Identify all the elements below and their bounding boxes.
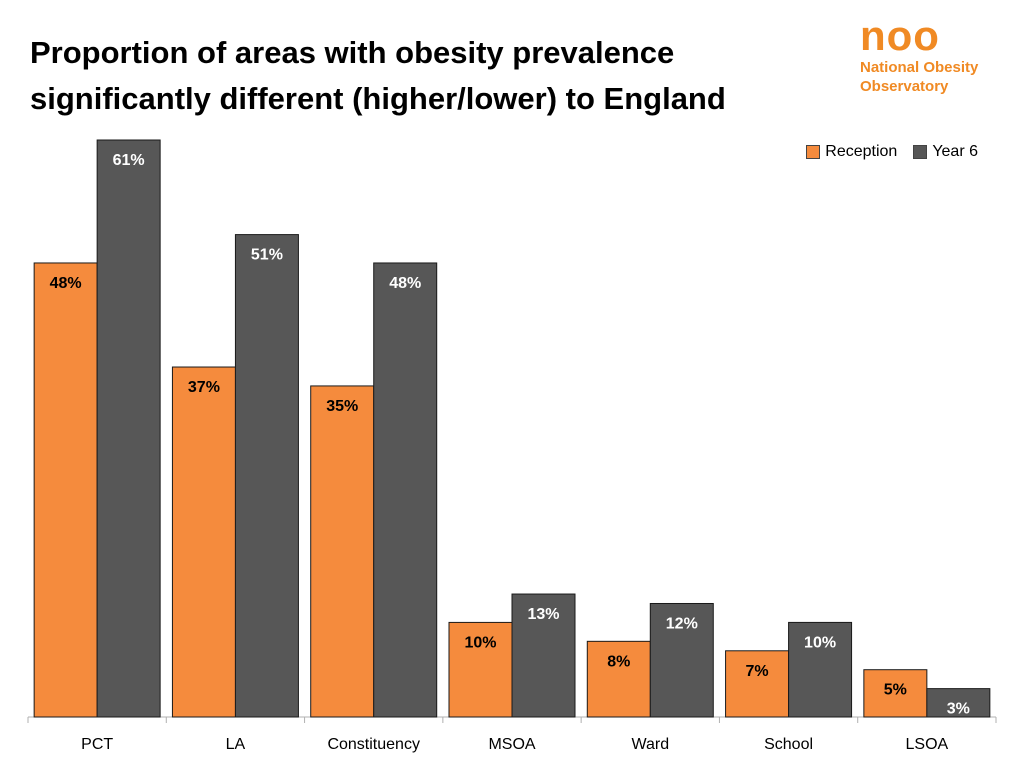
data-label-reception-lsoa: 5% [884, 682, 907, 699]
data-label-reception-pct: 48% [50, 275, 82, 292]
legend-swatch-reception [806, 145, 821, 159]
logo-line-2: Observatory [860, 78, 949, 95]
bar-reception-constituency [310, 385, 375, 718]
x-tick-label-lsoa: LSOA [906, 736, 949, 753]
legend-label-reception: Reception [825, 143, 898, 160]
bar-year6-school [788, 621, 853, 718]
data-label-year6-lsoa: 3% [947, 701, 970, 718]
legend-label-year6: Year 6 [932, 143, 978, 160]
legend-item-year6: Year 6 [913, 143, 978, 161]
data-label-reception-ward: 8% [607, 653, 630, 670]
bar-reception-lsoa [863, 669, 928, 718]
data-label-reception-school: 7% [746, 663, 769, 680]
x-tick-label-la: LA [226, 736, 246, 753]
data-label-reception-la: 37% [188, 379, 220, 396]
bar-reception-msoa [448, 621, 513, 718]
data-label-reception-constituency: 35% [326, 398, 358, 415]
x-tick-label-ward: Ward [631, 736, 669, 753]
noo-logo: noo National Obesity Observatory [860, 14, 978, 96]
bar-reception-ward [586, 640, 651, 718]
bar-reception-la [171, 366, 236, 718]
chart-legend: Reception Year 6 [806, 143, 978, 161]
data-label-year6-constituency: 48% [389, 275, 421, 292]
data-label-reception-msoa: 10% [464, 634, 496, 651]
data-label-year6-msoa: 13% [527, 606, 559, 623]
bar-year6-ward [649, 602, 714, 718]
x-tick-label-msoa: MSOA [488, 736, 535, 753]
data-label-year6-la: 51% [251, 247, 283, 264]
bar-reception-school [725, 650, 790, 718]
bar-year6-pct [96, 139, 161, 718]
legend-swatch-year6 [913, 145, 928, 159]
data-label-year6-pct: 61% [113, 152, 145, 169]
chart-title: Proportion of areas with obesity prevale… [30, 35, 726, 116]
bar-year6-msoa [511, 593, 576, 718]
x-tick-label-school: School [764, 736, 813, 753]
x-tick-label-pct: PCT [81, 736, 113, 753]
x-tick-label-constituency: Constituency [327, 736, 420, 753]
bar-year6-lsoa [926, 688, 991, 718]
bar-year6-constituency [373, 262, 438, 718]
bar-year6-la [234, 234, 299, 718]
logo-mark: noo [860, 12, 940, 59]
legend-item-reception: Reception [806, 143, 897, 161]
logo-line-1: National Obesity [860, 59, 979, 76]
data-label-year6-school: 10% [804, 634, 836, 651]
data-label-year6-ward: 12% [666, 615, 698, 632]
bar-reception-pct [33, 262, 98, 718]
